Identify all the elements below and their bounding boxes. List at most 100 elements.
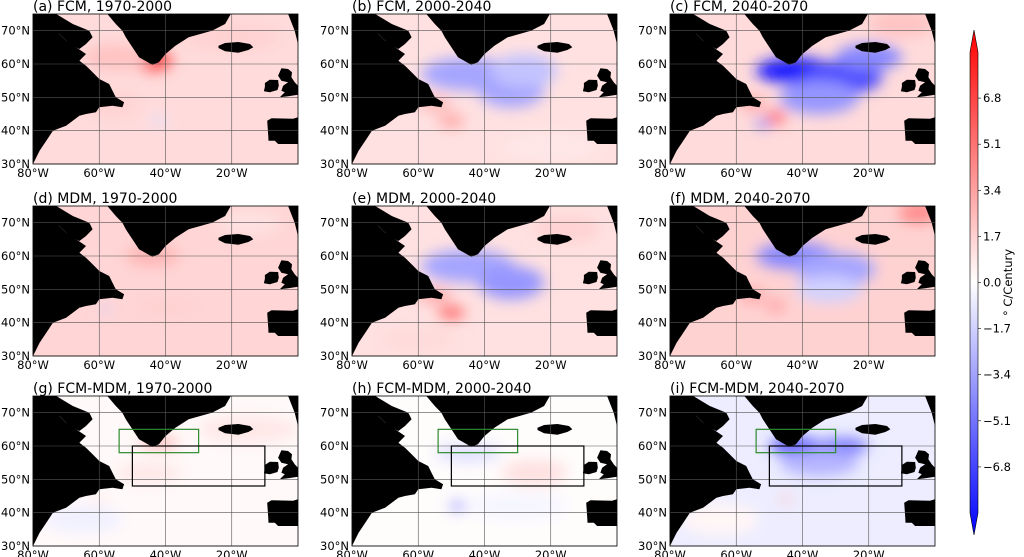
lat-tick-label: 70°N bbox=[638, 216, 667, 230]
lat-tick-label: 30°N bbox=[638, 539, 667, 553]
land-greenland bbox=[426, 206, 550, 257]
land-scandinavia bbox=[288, 14, 298, 44]
lat-tick-label: 50°N bbox=[320, 472, 349, 486]
land-mask bbox=[33, 14, 298, 164]
lon-tick-label: 20°W bbox=[216, 166, 248, 180]
panel-title: (a) FCM, 1970-2000 bbox=[33, 0, 172, 15]
land-ireland bbox=[900, 461, 916, 475]
lat-tick-label: 50°N bbox=[638, 472, 667, 486]
lat-tick-label: 40°N bbox=[320, 506, 349, 520]
field-anomaly bbox=[898, 206, 935, 223]
lon-tick-label: 80°W bbox=[17, 166, 49, 180]
lon-tick-label: 40°W bbox=[787, 358, 819, 372]
lat-tick-label: 30°N bbox=[638, 157, 667, 171]
field-anomaly bbox=[115, 462, 182, 483]
panel-title: (i) FCM-MDM, 2040-2070 bbox=[670, 381, 844, 397]
lon-tick-label: 80°W bbox=[336, 166, 368, 180]
region-box-green bbox=[118, 428, 200, 454]
colorbar-tick-label: −6.8 bbox=[983, 460, 1011, 474]
colorbar-tick-label: 1.7 bbox=[983, 229, 1001, 243]
lat-tick-label: 50°N bbox=[1, 282, 30, 296]
lon-tick-label: 80°W bbox=[17, 548, 49, 557]
map-panel: (h) FCM-MDM, 2000-2040 30°N 40°N 50°N 60°N 70… bbox=[320, 381, 618, 557]
lat-tick-label: 30°N bbox=[1, 157, 30, 171]
region-box-black bbox=[768, 445, 903, 487]
field-anomaly bbox=[477, 266, 545, 300]
lat-tick-label: 40°N bbox=[638, 124, 667, 138]
map-panel: (a) FCM, 1970-2000 30°N 40°N 50°N 60°N 70°N 80… bbox=[1, 0, 299, 180]
land-northAmerica bbox=[33, 396, 125, 546]
lat-tick-label: 30°N bbox=[638, 349, 667, 363]
land-mask bbox=[33, 206, 298, 356]
lon-tick-label: 20°W bbox=[535, 358, 567, 372]
map-frame bbox=[669, 13, 936, 165]
land-ireland bbox=[582, 461, 598, 475]
lat-tick-label: 30°N bbox=[320, 349, 349, 363]
field-anomaly bbox=[779, 449, 859, 476]
land-mask bbox=[670, 206, 935, 356]
map-panel: (g) FCM-MDM, 1970-2000 30°N 40°N 50°N 60°N 70… bbox=[1, 381, 299, 557]
land-northAmerica bbox=[352, 14, 444, 164]
lon-tick-label: 20°W bbox=[216, 548, 248, 557]
land-mask bbox=[670, 396, 935, 546]
lat-tick-label: 50°N bbox=[638, 90, 667, 104]
lat-tick-label: 70°N bbox=[1, 406, 30, 420]
land-greenland bbox=[744, 396, 868, 447]
colorbar-tick-label: 5.1 bbox=[983, 137, 1001, 151]
map-frame bbox=[351, 395, 618, 547]
field-anomaly bbox=[766, 111, 786, 124]
land-baffin bbox=[676, 14, 730, 49]
land-iceland bbox=[855, 424, 891, 435]
lat-tick-label: 40°N bbox=[638, 316, 667, 330]
land-iceland bbox=[537, 42, 573, 53]
lat-tick-label: 40°N bbox=[1, 316, 30, 330]
field-anomaly bbox=[467, 492, 568, 520]
land-northAmerica bbox=[33, 14, 125, 164]
land-ireland bbox=[263, 461, 279, 475]
field-anomaly bbox=[679, 502, 760, 536]
colorbar-tick-label: 0.0 bbox=[983, 276, 1001, 290]
lon-tick-label: 40°W bbox=[150, 358, 182, 372]
land-iceland bbox=[218, 234, 254, 245]
region-box-black bbox=[131, 445, 266, 487]
lon-tick-label: 60°W bbox=[402, 548, 434, 557]
land-baffin bbox=[39, 206, 93, 241]
land-scandinavia bbox=[607, 206, 617, 236]
lat-tick-label: 50°N bbox=[1, 472, 30, 486]
land-baffin bbox=[358, 396, 412, 431]
land-britain bbox=[915, 450, 935, 480]
land-greenland bbox=[107, 206, 231, 257]
lat-tick-label: 50°N bbox=[320, 282, 349, 296]
lat-tick-label: 60°N bbox=[1, 57, 30, 71]
lat-tick-label: 40°N bbox=[320, 124, 349, 138]
lat-tick-label: 30°N bbox=[320, 157, 349, 171]
colorbar-bar bbox=[969, 29, 979, 536]
lat-tick-label: 70°N bbox=[320, 406, 349, 420]
lat-tick-label: 70°N bbox=[1, 216, 30, 230]
lon-tick-label: 60°W bbox=[720, 548, 752, 557]
lon-tick-label: 60°W bbox=[720, 166, 752, 180]
land-ireland bbox=[582, 271, 598, 285]
lat-tick-label: 60°N bbox=[320, 57, 349, 71]
land-greenland bbox=[744, 206, 868, 257]
lat-tick-label: 50°N bbox=[320, 90, 349, 104]
land-britain bbox=[278, 68, 298, 98]
lon-tick-label: 40°W bbox=[150, 548, 182, 557]
lon-tick-label: 20°W bbox=[853, 358, 885, 372]
lat-tick-label: 70°N bbox=[638, 406, 667, 420]
lon-tick-label: 60°W bbox=[83, 358, 115, 372]
land-scandinavia bbox=[288, 206, 298, 236]
land-baffin bbox=[39, 396, 93, 431]
field-anomaly bbox=[438, 114, 465, 128]
land-britain bbox=[915, 68, 935, 98]
lon-tick-label: 80°W bbox=[654, 166, 686, 180]
land-iceland bbox=[218, 42, 254, 53]
map-panel: (e) MDM, 2000-2040 30°N 40°N 50°N 60°N 70°N 80… bbox=[320, 191, 618, 372]
field-anomaly bbox=[779, 496, 793, 503]
panel-title: (c) FCM, 2040-2070 bbox=[670, 0, 808, 15]
land-northAmerica bbox=[352, 396, 444, 546]
land-greenland bbox=[107, 14, 231, 65]
lat-tick-label: 50°N bbox=[638, 282, 667, 296]
map-frame bbox=[669, 205, 936, 357]
